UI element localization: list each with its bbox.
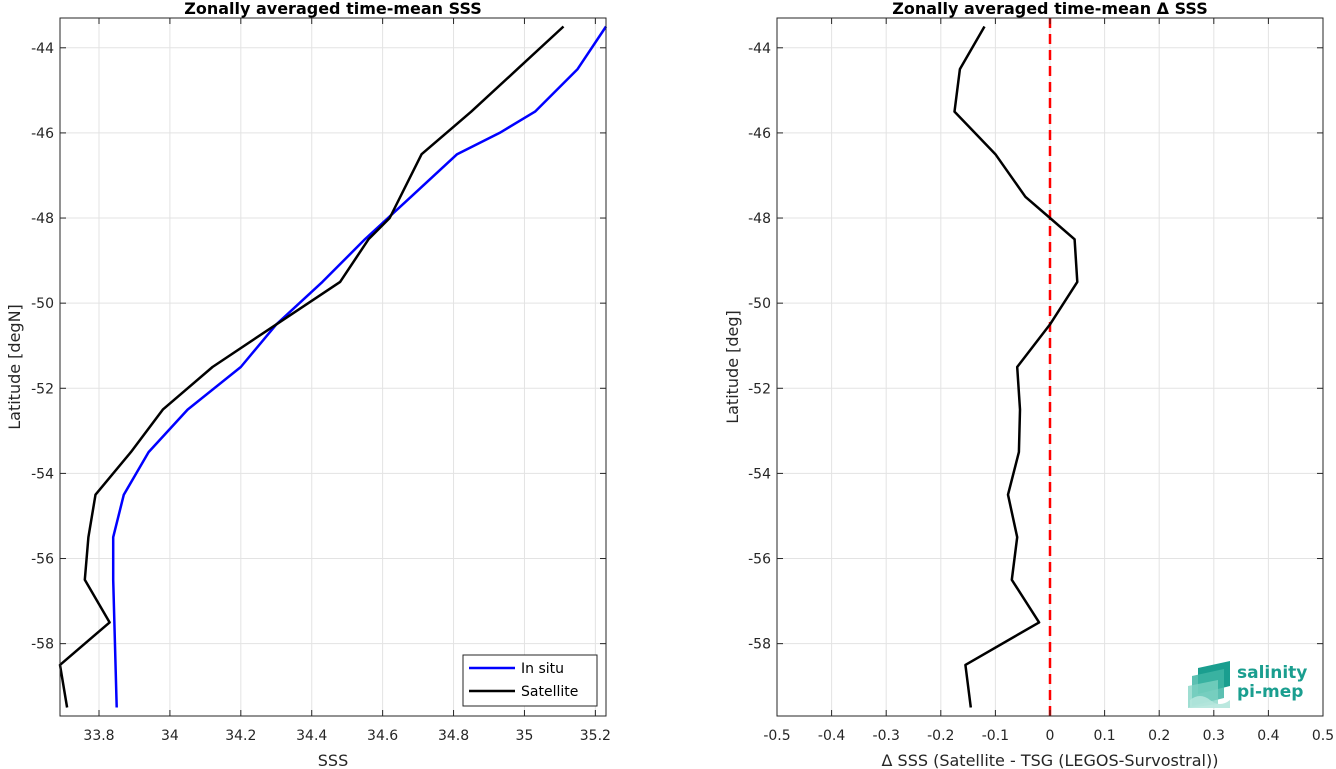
y-tick-label: -44: [748, 41, 771, 57]
x-tick-label: 0: [1046, 728, 1055, 744]
y-tick-label: -58: [31, 637, 54, 653]
x-tick-label: 34.8: [438, 728, 469, 744]
y-axis-label: Latitude [degN]: [5, 304, 24, 430]
x-tick-label: 33.8: [83, 728, 114, 744]
plot-area: [60, 18, 606, 716]
x-tick-label: 35: [516, 728, 534, 744]
x-tick-label: 35.2: [580, 728, 611, 744]
y-tick-label: -52: [31, 381, 54, 397]
x-tick-label: -0.2: [927, 728, 954, 744]
legend-box: [462, 654, 598, 707]
logo-text-salinity: salinity: [1237, 663, 1307, 683]
x-tick-label: 0.3: [1203, 728, 1225, 744]
y-tick-label: -44: [31, 41, 54, 57]
legend-label-satellite: Satellite: [521, 684, 578, 700]
chart-title: Zonally averaged time-mean Δ SSS: [892, 0, 1208, 18]
series-line-satellite: [58, 25, 565, 708]
y-tick-label: -50: [31, 296, 54, 312]
y-axis-label: Latitude [deg]: [723, 310, 742, 424]
y-tick-label: -52: [748, 381, 771, 397]
sss-chart: 33.8 34 34.2 34.4 34.6 34.8 35 35.2 -58 -56 -54 -52…: [5, 0, 611, 769]
y-tick-label: -50: [748, 296, 771, 312]
x-tick-label: 34.4: [296, 728, 327, 744]
y-tick-label: -46: [31, 126, 54, 142]
y-tick-label: -54: [748, 466, 771, 482]
x-tick-label: 34.6: [367, 728, 398, 744]
series-line-delta-sss: [953, 25, 1079, 708]
y-tick-label: -48: [31, 211, 54, 227]
legend: In situ Satellite: [462, 654, 598, 707]
legend-label-in-situ: In situ: [521, 661, 564, 677]
y-tick-label: -54: [31, 466, 54, 482]
axes-box: [59, 17, 607, 717]
chart-title: Zonally averaged time-mean SSS: [184, 0, 482, 18]
x-tick-label: 0.1: [1093, 728, 1115, 744]
x-tick-label: 34: [161, 728, 179, 744]
logo-text-pi-mep: pi-mep: [1237, 682, 1303, 702]
x-axis-label: Δ SSS (Satellite - TSG (LEGOS-Survostral…: [882, 751, 1219, 769]
x-tick-label: 0.2: [1148, 728, 1170, 744]
y-tick-label: -56: [31, 552, 54, 568]
x-tick-label: -0.3: [873, 728, 900, 744]
x-tick-label: -0.4: [818, 728, 845, 744]
x-axis-label: SSS: [318, 751, 348, 769]
logo-icon: [1188, 661, 1230, 708]
x-tick-label: -0.1: [982, 728, 1009, 744]
y-tick-label: -48: [748, 211, 771, 227]
y-tick-label: -58: [748, 637, 771, 653]
x-tick-label: 34.2: [225, 728, 256, 744]
salinity-pi-mep-logo: salinity pi-mep: [1188, 661, 1307, 708]
y-tick-label: -56: [748, 552, 771, 568]
y-tick-label: -46: [748, 126, 771, 142]
x-tick-label: 0.4: [1257, 728, 1279, 744]
series-line-in-situ: [111, 25, 608, 708]
x-tick-label: -0.5: [763, 728, 790, 744]
x-tick-label: 0.5: [1312, 728, 1334, 744]
delta-sss-chart: -0.5 -0.4 -0.3 -0.2 -0.1 0 0.1 0.2 0.3 0.4 0.5 -58 -…: [723, 0, 1334, 769]
